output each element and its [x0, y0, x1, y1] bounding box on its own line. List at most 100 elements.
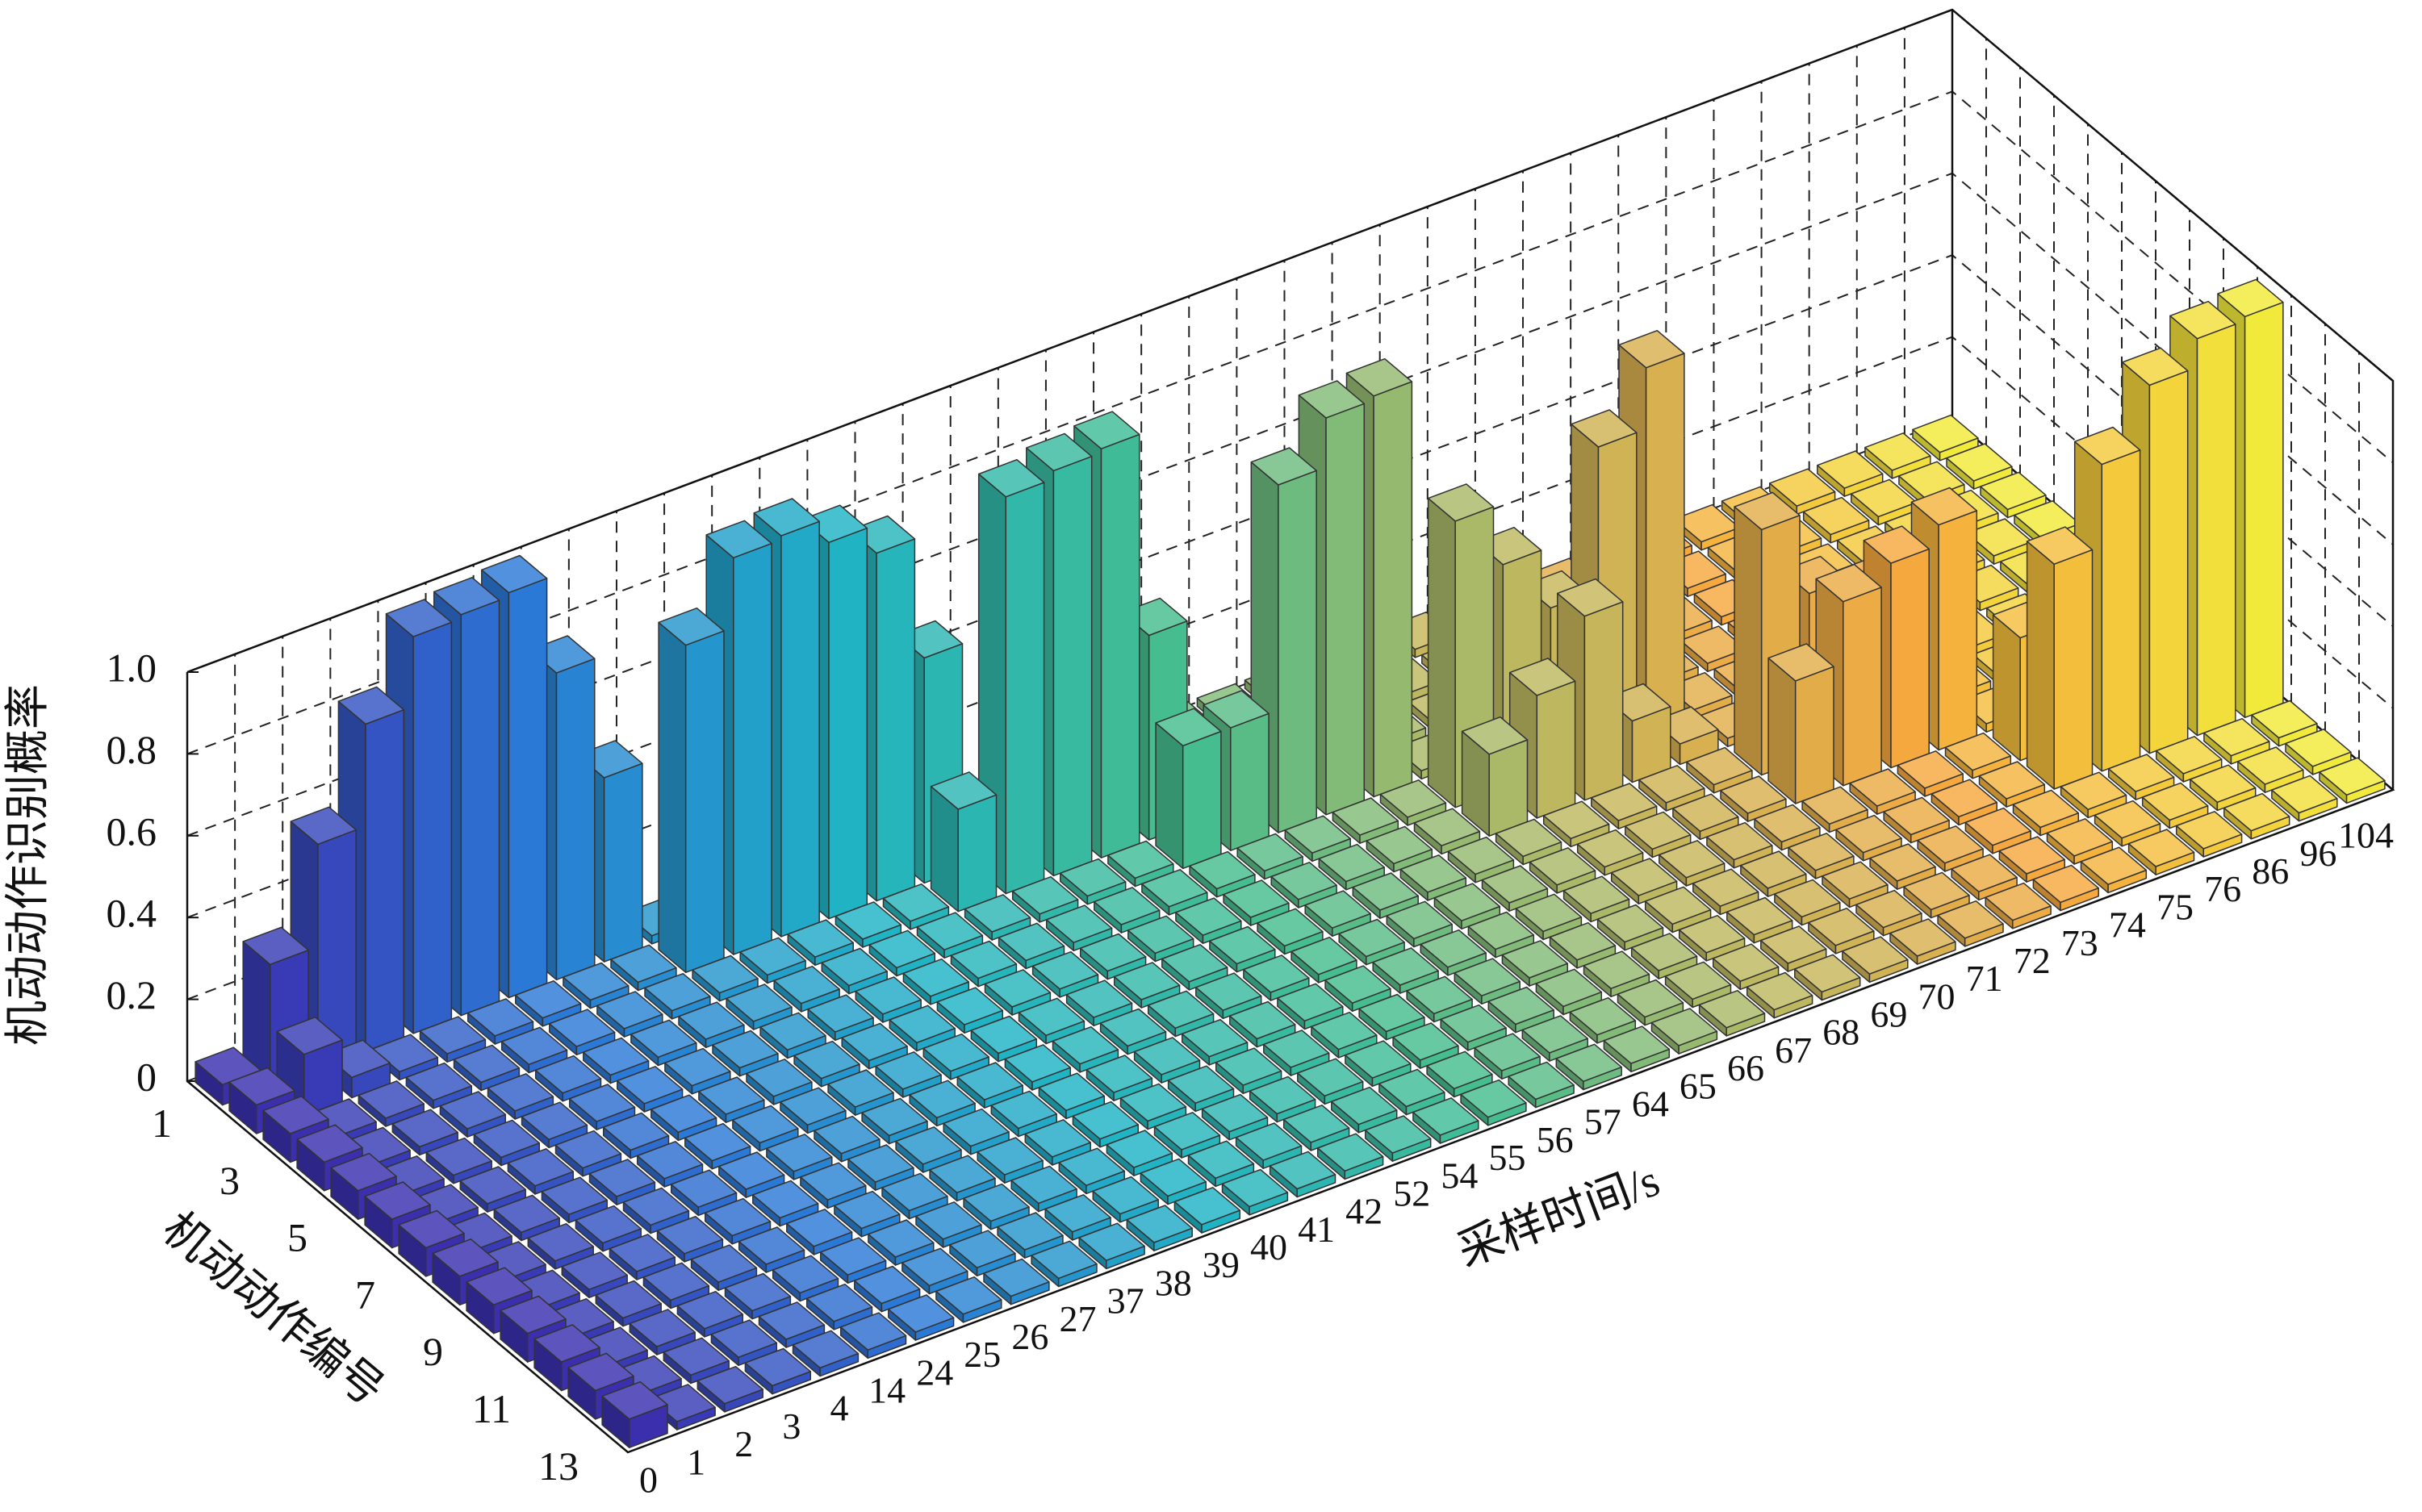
bar-top	[554, 1130, 622, 1169]
bar-top	[1106, 1130, 1173, 1168]
bar	[943, 1108, 1010, 1155]
bar	[922, 1033, 989, 1080]
bar-top	[1720, 775, 1787, 814]
bar-top	[1946, 443, 2013, 482]
bar-top	[1221, 1168, 1289, 1208]
z-tick-label: 0	[136, 1054, 157, 1099]
bar-top	[805, 1283, 873, 1322]
bar-top	[1855, 889, 1922, 929]
bar-front	[1890, 548, 1930, 769]
x-tick-label: 73	[2061, 922, 2098, 963]
bar	[1454, 958, 1521, 1005]
bar	[868, 1219, 935, 1266]
y-tick-label: 9	[423, 1329, 443, 1374]
x-tick-label: 39	[1203, 1244, 1240, 1285]
bar	[493, 1194, 560, 1242]
bar-top	[820, 1237, 887, 1276]
bar	[2026, 526, 2094, 790]
bar	[1304, 890, 1371, 938]
bar	[1889, 918, 1956, 965]
bar-top	[405, 1062, 473, 1101]
bar	[1726, 896, 1793, 944]
bar	[752, 1180, 819, 1227]
bar-top	[839, 1312, 907, 1351]
bar-top	[705, 520, 772, 559]
bar-top	[1181, 1018, 1249, 1058]
bar-top	[1754, 804, 1821, 843]
bar-front	[1100, 433, 1140, 858]
bar-top	[1883, 796, 1950, 836]
bar	[650, 1094, 717, 1142]
bar-top	[1746, 971, 1813, 1011]
x-tick-label: 66	[1727, 1047, 1764, 1088]
bar-top	[567, 1352, 634, 1392]
bar-top	[466, 1267, 533, 1305]
bar-top	[1726, 896, 1793, 936]
bar-top	[622, 1187, 690, 1226]
bar	[1094, 887, 1161, 934]
bar	[1223, 879, 1290, 926]
bar-top	[1664, 961, 1732, 1000]
bar-top	[1555, 1043, 1622, 1083]
bar-top	[2032, 864, 2099, 904]
bar	[1980, 471, 2047, 519]
bar-top	[1107, 840, 1174, 879]
bar	[2223, 792, 2290, 840]
bar-top	[2190, 764, 2257, 804]
bar-top	[1617, 979, 1684, 1018]
bar-top	[670, 1169, 738, 1208]
bar	[1119, 1083, 1187, 1130]
bar	[1630, 933, 1698, 979]
bar	[1038, 1072, 1106, 1120]
bar	[787, 919, 854, 967]
bar	[1678, 914, 1746, 962]
y-tick-label: 5	[287, 1215, 307, 1260]
bar-top	[242, 926, 309, 966]
bar	[1004, 1044, 1072, 1091]
bar	[595, 1280, 662, 1327]
bar-top	[1282, 1105, 1350, 1143]
bar-top	[385, 599, 453, 637]
bar-top	[753, 498, 820, 537]
bar-top	[2319, 757, 2386, 796]
x-tick-label: 14	[868, 1370, 906, 1411]
bar	[915, 1201, 982, 1248]
bar-top	[1147, 990, 1215, 1030]
bar	[889, 1005, 956, 1052]
bar	[1161, 943, 1228, 991]
bar-top	[1625, 811, 1692, 850]
bar-top	[1638, 765, 1705, 804]
x-tick-label: 96	[2299, 833, 2336, 874]
bar-top	[2012, 789, 2080, 829]
bar	[1542, 800, 1610, 848]
bar-top	[773, 965, 840, 1005]
x-tick-label: 68	[1822, 1012, 1859, 1053]
bar	[1378, 1068, 1445, 1116]
bar	[800, 1162, 867, 1209]
bar-top	[1257, 908, 1324, 947]
bar-top	[563, 962, 630, 1001]
bar	[1086, 1055, 1153, 1101]
bar	[1985, 882, 2052, 929]
bar-top	[930, 771, 998, 810]
bar	[718, 1151, 785, 1198]
bar-top	[1229, 1000, 1296, 1040]
bar	[1412, 1097, 1479, 1144]
bar	[2012, 789, 2080, 837]
bar-top	[1099, 1008, 1167, 1047]
bar	[644, 972, 711, 1020]
bar	[1243, 954, 1310, 1001]
bar-top	[1808, 907, 1875, 946]
bar	[1508, 1061, 1575, 1109]
bar	[1883, 796, 1950, 844]
bar-top	[868, 1219, 935, 1258]
bar	[868, 929, 936, 977]
bar	[1659, 840, 1726, 887]
bar	[1495, 818, 1562, 866]
bar-top	[337, 686, 405, 725]
x-tick-label: 64	[1632, 1083, 1669, 1124]
bar-top	[1358, 993, 1425, 1033]
bar	[1140, 1158, 1207, 1205]
bar-top	[425, 1137, 492, 1176]
bar-top	[1031, 950, 1099, 990]
